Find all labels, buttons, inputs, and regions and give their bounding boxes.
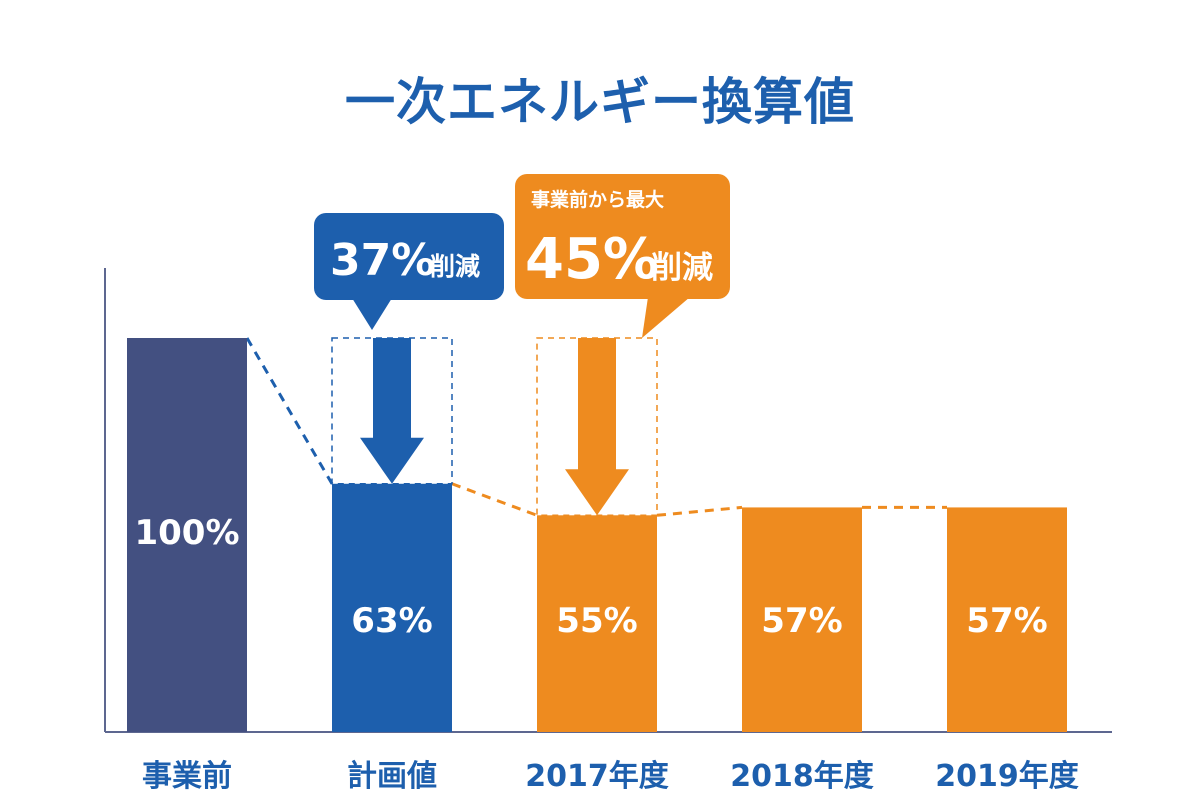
category-label: 2019年度	[935, 759, 1079, 794]
bar-3	[537, 515, 657, 732]
connector-line	[656, 505, 743, 517]
bar-5	[947, 507, 1067, 732]
category-label: 計画値	[347, 759, 437, 794]
category-label: 事業前	[142, 759, 232, 794]
bar-value-label: 55%	[556, 601, 637, 641]
category-label: 2018年度	[730, 759, 874, 794]
callout-top-text: 事業前から最大	[531, 188, 664, 211]
callout-suffix: 削減	[430, 252, 480, 281]
callout-box	[314, 213, 504, 300]
bar-1	[127, 338, 247, 732]
bar-4	[742, 507, 862, 732]
reduction-arrow	[565, 338, 629, 516]
callout-pointer	[352, 298, 392, 330]
bar-value-label: 57%	[761, 601, 842, 641]
bar-2	[332, 483, 452, 732]
bar-value-label: 100%	[134, 513, 239, 553]
bar-value-label: 63%	[351, 601, 432, 641]
callout-percent: 45%	[525, 227, 659, 292]
callout-pointer	[642, 297, 690, 338]
callout-box	[515, 174, 730, 299]
bar-value-label: 57%	[966, 601, 1047, 641]
connector-line	[451, 482, 538, 517]
reduction-arrow	[360, 338, 424, 484]
callout-percent: 37%	[330, 235, 435, 286]
chart-title: 一次エネルギー換算値	[345, 73, 855, 131]
connector-line	[245, 337, 334, 485]
category-label: 2017年度	[525, 759, 669, 794]
callout-suffix: 削減	[651, 250, 713, 286]
